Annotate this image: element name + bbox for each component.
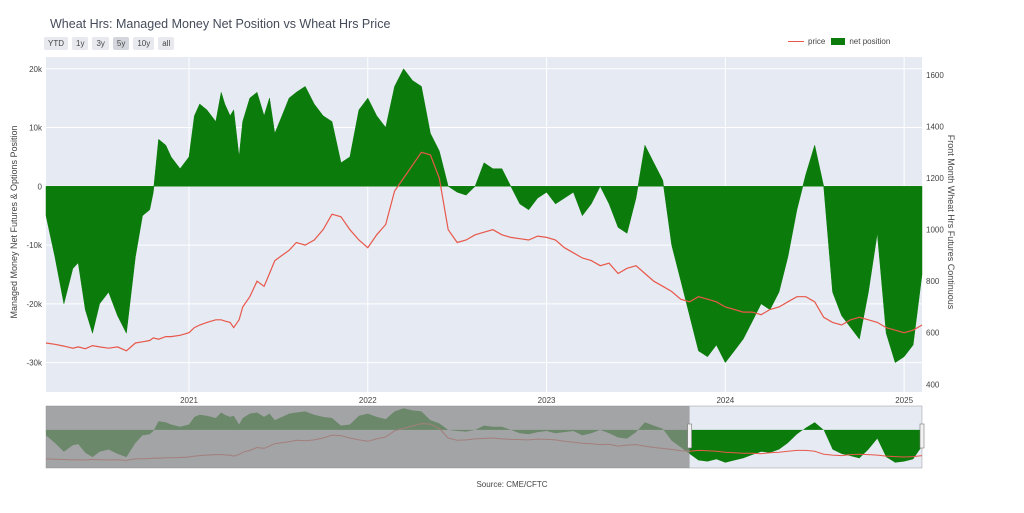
legend-item-price[interactable]: price <box>788 37 825 46</box>
x-tick-label: 2021 <box>180 396 198 405</box>
y-left-tick-label: -10k <box>26 241 43 250</box>
y-left-tick-label: 20k <box>29 65 43 74</box>
y-right-tick-label: 600 <box>926 329 940 338</box>
range-slider-handle-right[interactable] <box>919 423 925 449</box>
chart-title: Wheat Hrs: Managed Money Net Position vs… <box>50 17 391 31</box>
source-note: Source: CME/CFTC <box>476 480 548 489</box>
x-tick-label: 2025 <box>895 396 913 405</box>
x-tick-label: 2024 <box>716 396 734 405</box>
price-line <box>45 151 923 352</box>
net-position-area <box>45 68 923 364</box>
y-left-tick-label: 0 <box>38 182 43 191</box>
y-right-tick-label: 1200 <box>926 174 944 183</box>
x-tick-label: 2023 <box>538 396 556 405</box>
price-line-layer <box>45 151 923 352</box>
y-right-tick-label: 1400 <box>926 123 944 132</box>
y-right-tick-label: 400 <box>926 380 940 389</box>
y-right-tick-label: 1600 <box>926 71 944 80</box>
price-line-swatch <box>788 41 804 42</box>
range-slider-handle-left[interactable] <box>687 423 692 449</box>
range-button-ytd[interactable]: YTD <box>44 37 68 50</box>
range-slider[interactable] <box>45 405 925 469</box>
legend-item-net-position[interactable]: net position <box>831 37 890 46</box>
legend: price net position <box>788 37 890 46</box>
y-right-tick-label: 800 <box>926 277 940 286</box>
y-left-tick-label: 10k <box>29 124 43 133</box>
net-position-swatch <box>831 38 846 45</box>
y-left-tick-label: -30k <box>26 359 43 368</box>
range-button-1y[interactable]: 1y <box>72 37 89 50</box>
range-button-5y[interactable]: 5y <box>112 37 130 50</box>
range-button-10y[interactable]: 10y <box>133 37 155 50</box>
range-slider-mask <box>46 406 690 468</box>
range-selector: YTD 1y 3y 5y 10y all <box>44 37 175 50</box>
net-position-area-layer <box>45 68 923 364</box>
legend-label-price: price <box>808 37 826 46</box>
x-tick-label: 2022 <box>359 396 377 405</box>
y-right-tick-label: 1000 <box>926 226 944 235</box>
range-button-3y[interactable]: 3y <box>92 37 109 50</box>
y-left-tick-label: -20k <box>26 300 43 309</box>
range-button-all[interactable]: all <box>158 37 175 50</box>
axis-ticks: 20k 10k 0 -10k -20k -30k 1600 1400 1200 1000 800 60… <box>26 65 944 405</box>
legend-label-net-position: net position <box>849 37 891 46</box>
